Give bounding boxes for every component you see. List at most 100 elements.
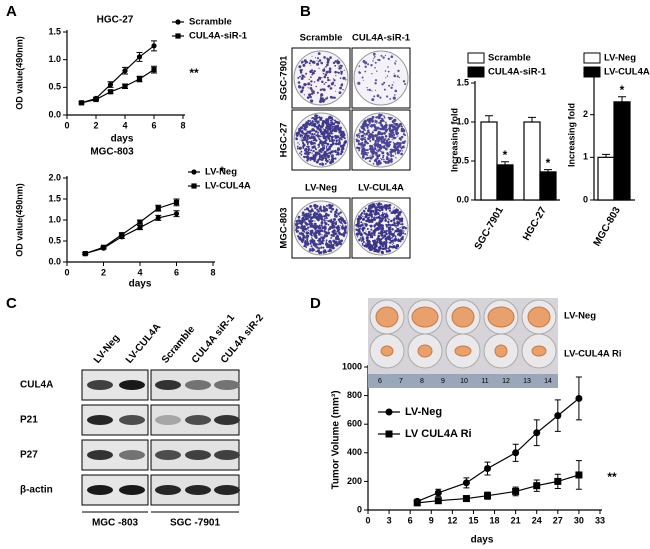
column-label: LV-Neg: [305, 183, 337, 194]
colony: [397, 225, 399, 227]
colony: [327, 58, 330, 62]
bar: [496, 164, 514, 201]
marker: [512, 487, 520, 495]
colony: [358, 132, 360, 135]
colony: [401, 223, 404, 226]
lane-label: LV-Neg: [92, 333, 122, 366]
marker: [82, 251, 88, 257]
colony: [379, 208, 380, 210]
colony: [301, 74, 304, 77]
colony: [379, 232, 382, 235]
colony: [355, 138, 358, 141]
band: [87, 485, 113, 495]
colony: [326, 134, 330, 138]
colony: [373, 129, 376, 132]
x-tick-label: 6: [408, 515, 413, 525]
colony: [361, 234, 364, 236]
colony: [307, 212, 310, 215]
colony: [364, 65, 367, 69]
colony: [320, 229, 324, 233]
colony: [339, 126, 343, 130]
colony: [326, 63, 329, 67]
colony: [309, 87, 313, 90]
colony: [372, 162, 375, 165]
colony: [311, 133, 314, 135]
colony: [320, 119, 323, 121]
colony: [381, 151, 385, 155]
band: [119, 380, 145, 390]
marker: [107, 89, 114, 95]
colony: [390, 232, 394, 236]
colony: [305, 223, 308, 226]
colony: [319, 240, 322, 243]
colony: [331, 222, 334, 226]
colony: [333, 119, 335, 122]
colony: [387, 70, 390, 73]
colony: [315, 148, 317, 151]
colony: [332, 61, 336, 65]
colony: [330, 244, 332, 246]
colony: [357, 143, 360, 146]
x-tick-label: 2: [93, 120, 98, 130]
colony: [335, 75, 337, 77]
colony: [381, 125, 385, 129]
colony: [307, 145, 310, 149]
panel-label: A: [6, 3, 17, 20]
colony: [377, 163, 379, 165]
marker: [462, 479, 470, 487]
error-bar: [528, 116, 536, 122]
marker: [413, 499, 421, 507]
colony: [381, 235, 384, 237]
colony: [376, 246, 378, 248]
colony: [307, 148, 310, 151]
colony: [308, 130, 312, 134]
colony: [311, 242, 314, 244]
colony: [379, 209, 381, 212]
ruler-label: 12: [502, 378, 510, 385]
colony: [391, 228, 394, 231]
colony: [322, 98, 326, 102]
colony: [404, 233, 407, 235]
colony: [397, 211, 399, 213]
band: [214, 485, 240, 495]
colony: [373, 95, 376, 98]
colony: [326, 142, 329, 145]
marker: [119, 232, 125, 238]
colony: [304, 212, 308, 216]
colony: [343, 131, 345, 133]
colony: [387, 224, 389, 226]
colony: [368, 137, 371, 140]
colony: [324, 217, 326, 220]
annotation: *: [220, 164, 225, 178]
colony: [361, 244, 364, 246]
colony: [367, 152, 369, 154]
ruler-label: 6: [378, 378, 382, 385]
colony: [393, 122, 396, 125]
colony: [320, 240, 324, 243]
colony: [376, 237, 380, 241]
colony: [311, 238, 314, 241]
colony: [322, 206, 326, 209]
colony: [342, 89, 344, 91]
error-bar: [485, 115, 493, 122]
colony: [385, 243, 388, 246]
colony: [369, 224, 373, 228]
colony: [385, 162, 387, 165]
colony: [378, 58, 381, 62]
colony: [313, 156, 317, 160]
colony: [374, 120, 377, 124]
colony: [356, 221, 360, 225]
colony: [364, 70, 367, 73]
colony: [300, 134, 302, 136]
band: [87, 380, 113, 390]
colony: [383, 81, 386, 84]
colony: [373, 228, 377, 232]
colony: [397, 221, 401, 225]
colony: [363, 125, 366, 128]
colony: [317, 243, 319, 245]
colony: [331, 96, 335, 99]
colony: [385, 232, 388, 236]
marker: [191, 169, 197, 175]
colony: [340, 233, 342, 235]
colony: [336, 61, 340, 65]
